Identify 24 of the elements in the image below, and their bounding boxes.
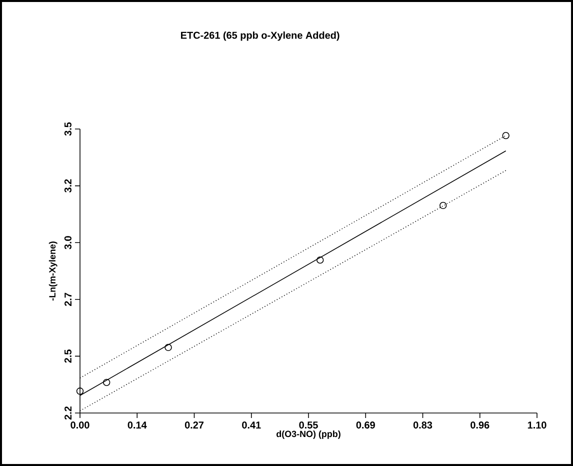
- y-tick-label: 3.5: [64, 122, 72, 136]
- point: [440, 202, 447, 210]
- x-axis-title: d(O3-NO) (ppb): [276, 430, 340, 439]
- y-tick-label: 2.7: [64, 292, 72, 306]
- x-tick-label: 0.00: [70, 422, 90, 429]
- x-tick-label: 0.96: [470, 422, 490, 429]
- point: [164, 344, 172, 352]
- point: [502, 132, 510, 140]
- x-tick-label: 0.41: [242, 422, 261, 429]
- point: [76, 388, 84, 395]
- x-tick-label: 0.55: [299, 422, 318, 429]
- point: [316, 256, 324, 264]
- y-tick-label: 2.5: [64, 350, 72, 363]
- x-tick-label: 0.83: [413, 422, 432, 429]
- y-tick-label: 2.2: [64, 406, 72, 420]
- chart-title: ETC-261 (65 ppb o-Xylene Added): [181, 31, 340, 41]
- point: [102, 378, 110, 386]
- x-tick-label: 1.10: [528, 422, 546, 429]
- x-tick-label: 0.69: [356, 422, 375, 429]
- x-tick-label: 0.14: [128, 422, 147, 429]
- x-tick-label: 0.27: [184, 422, 204, 429]
- y-axis-title: -Ln(m-Xylene): [48, 242, 58, 301]
- y-tick-label: 3.2: [64, 179, 72, 192]
- y-tick-label: 3.0: [64, 236, 72, 250]
